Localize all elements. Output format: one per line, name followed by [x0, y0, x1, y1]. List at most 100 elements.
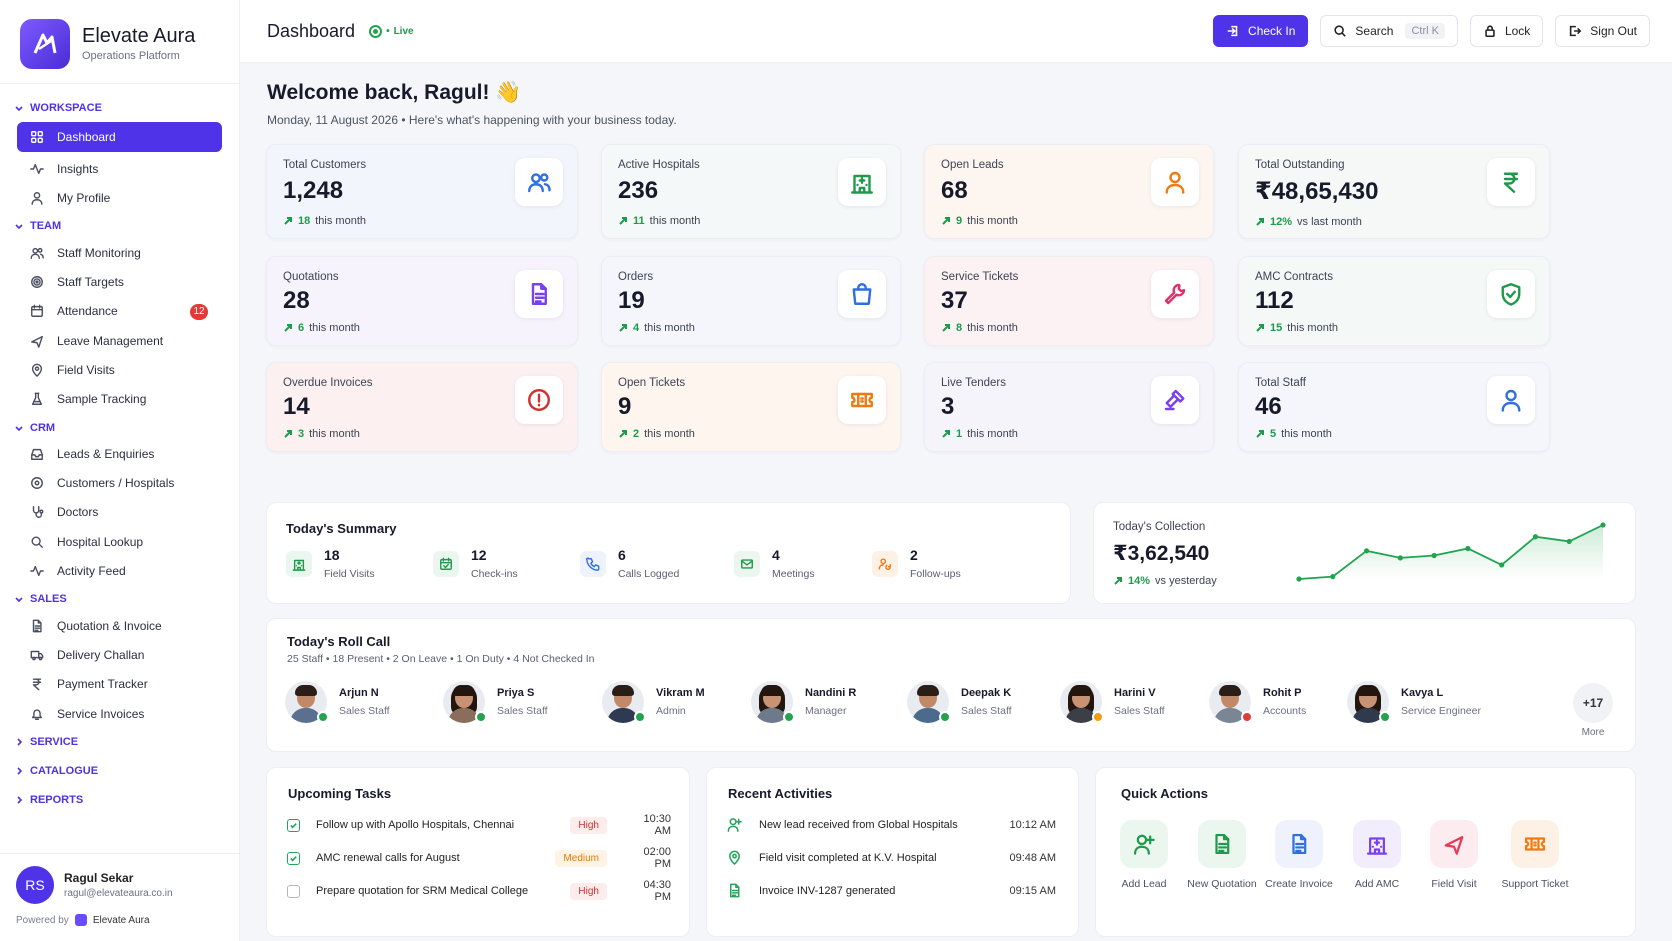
task-row[interactable]: Follow up with Apollo Hospitals, Chennai… — [287, 813, 671, 837]
staff-role: Accounts — [1263, 705, 1307, 717]
sidebar-item-doctors[interactable]: Doctors — [17, 498, 222, 527]
stat-card-amc-contracts[interactable]: AMC Contracts 112 15 this month — [1238, 256, 1550, 346]
sidebar-item-label: Insights — [57, 161, 99, 176]
section-sales[interactable]: SALES — [0, 587, 239, 611]
stat-trend: 6 this month — [283, 322, 561, 334]
staff-kavya-l[interactable]: Kavya L Service Engineer — [1347, 681, 1481, 723]
section-label: SALES — [30, 593, 67, 606]
stat-card-service-tickets[interactable]: Service Tickets 37 8 this month — [924, 256, 1214, 346]
sidebar-item-field-visits[interactable]: Field Visits — [17, 355, 222, 384]
user-icon — [1165, 171, 1185, 194]
sidebar-item-activity-feed[interactable]: Activity Feed — [17, 556, 222, 585]
stat-card-orders[interactable]: Orders 19 4 this month — [601, 256, 901, 346]
sparkline-point-0 — [1296, 576, 1302, 582]
summary-title: Today's Summary — [286, 521, 397, 536]
stat-card-overdue-invoices[interactable]: Overdue Invoices 14 3 this month — [266, 362, 578, 452]
section-workspace[interactable]: WORKSPACE — [0, 96, 239, 120]
stat-card-open-leads[interactable]: Open Leads 68 9 this month — [924, 144, 1214, 239]
activity-row[interactable]: New lead received from Global Hospitals 1… — [727, 814, 1056, 836]
sidebar-item-hospital-lookup[interactable]: Hospital Lookup — [17, 527, 222, 556]
roll-call-subtitle: 25 Staff • 18 Present • 2 On Leave • 1 O… — [287, 653, 595, 665]
check-in-button[interactable]: Check In — [1213, 15, 1309, 47]
staff-role: Admin — [656, 705, 686, 717]
staff-nandini-r[interactable]: Nandini R Manager — [751, 681, 856, 723]
sidebar-item-insights[interactable]: Insights — [17, 154, 222, 183]
section-reports[interactable]: REPORTS — [0, 788, 239, 812]
sidebar-item-delivery-challan[interactable]: Delivery Challan — [17, 641, 222, 670]
sparkline-point-5 — [1465, 545, 1471, 552]
task-row[interactable]: AMC renewal calls for August Medium 02:00 … — [287, 846, 671, 870]
staff-harini-v[interactable]: Harini V Sales Staff — [1060, 681, 1165, 723]
sidebar-item-sample-tracking[interactable]: Sample Tracking — [17, 384, 222, 413]
staff-rohit-p[interactable]: Rohit P Accounts — [1209, 681, 1306, 723]
quick-action-label: Create Invoice — [1265, 878, 1333, 890]
task-row[interactable]: Prepare quotation for SRM Medical Colleg… — [287, 879, 671, 903]
welcome-title: Welcome back, Ragul! 👋 — [267, 81, 522, 104]
sidebar-item-customers-hospitals[interactable]: Customers / Hospitals — [17, 469, 222, 498]
more-staff-button[interactable]: +17 — [1573, 683, 1613, 723]
section-team[interactable]: TEAM — [0, 214, 239, 238]
sidebar-item-my-profile[interactable]: My Profile — [17, 183, 222, 212]
stat-card-active-hospitals[interactable]: Active Hospitals 236 11 this month — [601, 144, 901, 239]
stat-card-live-tenders[interactable]: Live Tenders 3 1 this month — [924, 362, 1214, 452]
summary-label: Meetings — [772, 568, 815, 580]
staff-name: Vikram M — [656, 687, 705, 699]
stat-icon — [515, 270, 563, 318]
staff-vikram-m[interactable]: Vikram M Admin — [602, 681, 705, 723]
stat-card-total-customers[interactable]: Total Customers 1,248 18 this month — [266, 144, 578, 239]
section-service[interactable]: SERVICE — [0, 730, 239, 754]
stat-card-total-staff[interactable]: Total Staff 46 5 this month — [1238, 362, 1550, 452]
document-icon — [32, 619, 42, 633]
truck-icon — [30, 651, 44, 661]
stat-card-quotations[interactable]: Quotations 28 6 this month — [266, 256, 578, 346]
sign-out-button[interactable]: Sign Out — [1555, 15, 1650, 47]
section-catalogue[interactable]: CATALOGUE — [0, 759, 239, 783]
sidebar-item-staff-monitoring[interactable]: Staff Monitoring — [17, 238, 222, 267]
stat-value: ₹48,65,430 — [1255, 178, 1379, 205]
staff-name: Kavya L — [1401, 687, 1444, 699]
sidebar-item-staff-targets[interactable]: Staff Targets — [17, 268, 222, 297]
quick-action-create-invoice[interactable]: Create Invoice — [1259, 820, 1339, 890]
quick-action-support-ticket[interactable]: Support Ticket — [1495, 820, 1575, 890]
sidebar-item-service-invoices[interactable]: Service Invoices — [17, 699, 222, 728]
stat-icon — [1487, 158, 1535, 206]
circle-icon — [31, 477, 43, 490]
avatar — [1347, 681, 1391, 723]
section-crm[interactable]: CRM — [0, 416, 239, 440]
stat-icon — [1151, 376, 1199, 424]
sidebar-item-quotation-invoice[interactable]: Quotation & Invoice — [17, 611, 222, 640]
lock-button[interactable]: Lock — [1469, 15, 1544, 47]
sidebar-item-payment-tracker[interactable]: Payment Tracker — [17, 670, 222, 699]
staff-arjun-n[interactable]: Arjun N Sales Staff — [285, 681, 390, 723]
task-checkbox[interactable] — [287, 818, 300, 832]
sidebar-item-leave-management[interactable]: Leave Management — [17, 326, 222, 355]
activity-row[interactable]: Invoice INV-1287 generated 09:15 AM — [727, 880, 1056, 902]
task-checkbox[interactable] — [287, 884, 300, 898]
sidebar-item-attendance[interactable]: Attendance 12 — [17, 297, 222, 326]
quick-action-add-lead[interactable]: Add Lead — [1104, 820, 1184, 890]
activity-text: New lead received from Global Hospitals — [759, 819, 958, 831]
quick-action-add-amc[interactable]: Add AMC — [1337, 820, 1417, 890]
sidebar-item-dashboard[interactable]: Dashboard — [17, 122, 222, 152]
trend-up-icon — [619, 324, 627, 332]
sidebar-item-leads-enquiries[interactable]: Leads & Enquiries — [17, 440, 222, 469]
activity-row[interactable]: Field visit completed at K.V. Hospital 09… — [727, 847, 1056, 869]
staff-name: Deepak K — [961, 687, 1012, 699]
stat-value: 1,248 — [283, 177, 344, 204]
user-profile[interactable]: RS Ragul Sekar ragul@elevateaura.co.in — [16, 866, 223, 904]
sidebar-item-label: Delivery Challan — [57, 648, 145, 663]
quick-action-field-visit[interactable]: Field Visit — [1414, 820, 1494, 890]
stat-card-total-outstanding[interactable]: Total Outstanding ₹48,65,430 12% vs last mo… — [1238, 144, 1550, 239]
stat-card-open-tickets[interactable]: Open Tickets 9 2 this month — [601, 362, 901, 452]
staff-priya-s[interactable]: Priya S Sales Staff — [443, 681, 548, 723]
status-dot — [1092, 711, 1104, 723]
search-button[interactable]: Search Ctrl K — [1320, 15, 1458, 47]
brand[interactable]: Elevate Aura Operations Platform — [0, 0, 239, 84]
pulse-icon — [30, 565, 44, 576]
task-checkbox[interactable] — [287, 851, 300, 865]
quick-action-new-quotation[interactable]: New Quotation — [1182, 820, 1262, 890]
staff-deepak-k[interactable]: Deepak K Sales Staff — [907, 681, 1012, 723]
sparkline-point-9 — [1600, 522, 1606, 528]
todays-collection-card: Today's Collection ₹3,62,540 14% vs yest… — [1093, 502, 1636, 604]
pin-icon — [729, 850, 740, 865]
